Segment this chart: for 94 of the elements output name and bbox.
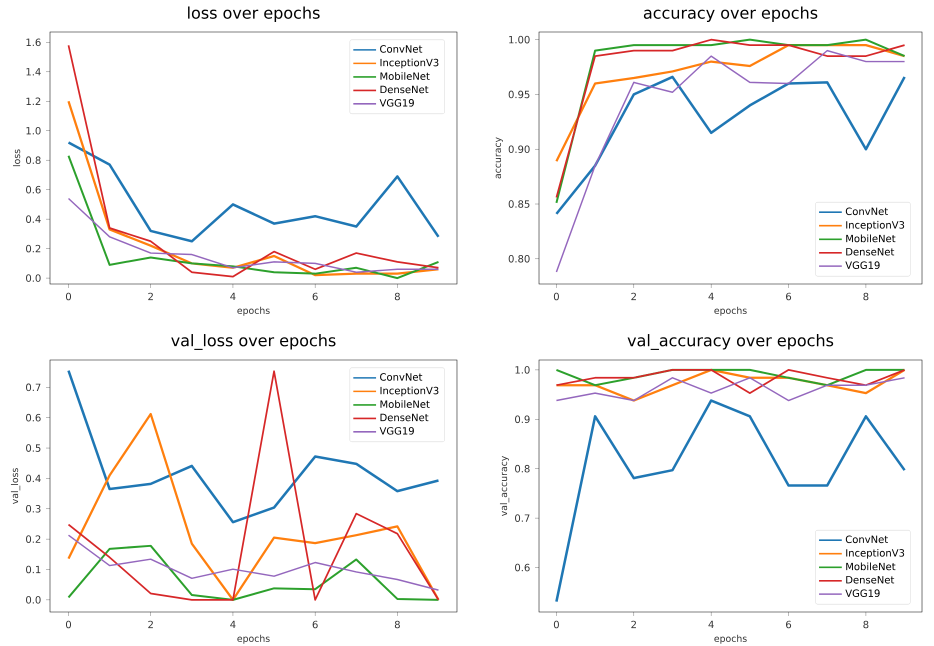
y-tick-label: 0.7 xyxy=(26,384,40,392)
x-tick-label: 4 xyxy=(708,292,714,300)
y-axis-title: val_accuracy xyxy=(500,456,510,516)
legend-label: DenseNet xyxy=(380,414,428,422)
x-tick-label: 2 xyxy=(631,620,636,628)
x-tick-label: 6 xyxy=(312,292,318,300)
x-tick-label: 8 xyxy=(863,292,868,300)
y-tick-label: 1.4 xyxy=(26,68,41,76)
y-tick-label: 0.0 xyxy=(26,274,41,282)
x-tick-label: 0 xyxy=(66,620,72,628)
x-tick-label: 6 xyxy=(312,620,318,628)
line-series xyxy=(68,44,440,278)
line-series xyxy=(67,369,440,524)
legend-label: ConvNet xyxy=(380,373,422,381)
y-tick-label: 0.3 xyxy=(26,504,40,513)
legend-label: DenseNet xyxy=(380,86,428,94)
x-tick-label: 6 xyxy=(786,292,792,300)
y-tick-label: 0.2 xyxy=(26,535,40,543)
y-tick-label: 1.00 xyxy=(509,36,530,44)
x-axis-title: epochs xyxy=(714,306,747,316)
legend-label: InceptionV3 xyxy=(380,386,438,396)
x-tick-label: 8 xyxy=(394,292,400,300)
y-tick-label: 0.4 xyxy=(26,215,41,223)
line-series xyxy=(556,369,906,394)
x-tick-label: 0 xyxy=(554,292,559,300)
y-axis-title: loss xyxy=(13,149,20,166)
x-tick-label: 4 xyxy=(230,292,236,300)
x-axis-title: epochs xyxy=(237,634,270,644)
y-tick-label: 1.6 xyxy=(26,38,41,46)
line-series xyxy=(67,141,440,243)
y-tick-label: 0.8 xyxy=(26,156,41,164)
y-tick-label: 0.8 xyxy=(515,464,530,472)
line-series xyxy=(67,100,440,276)
y-tick-label: 0.5 xyxy=(26,444,40,452)
legend-label: InceptionV3 xyxy=(846,548,904,559)
x-axis-title: epochs xyxy=(714,634,747,644)
legend-label: DenseNet xyxy=(846,576,894,584)
y-axis-title: accuracy xyxy=(496,137,503,178)
x-tick-label: 4 xyxy=(230,620,236,628)
y-tick-label: 0.6 xyxy=(26,186,41,194)
y-tick-label: 0.1 xyxy=(26,566,40,574)
line-series xyxy=(68,198,440,273)
x-tick-label: 2 xyxy=(148,620,153,628)
y-tick-label: 0.9 xyxy=(515,416,530,424)
line-series xyxy=(67,412,440,601)
legend-label: MobileNet xyxy=(380,72,430,80)
y-tick-label: 0.85 xyxy=(508,200,530,208)
x-tick-label: 0 xyxy=(66,292,72,300)
legend-label: ConvNet xyxy=(846,536,888,544)
legend-label: MobileNet xyxy=(846,562,896,570)
x-tick-label: 8 xyxy=(394,620,400,628)
legend-label: VGG19 xyxy=(845,261,880,269)
legend-label: MobileNet xyxy=(380,400,430,408)
legend-label: MobileNet xyxy=(846,234,896,242)
legend-label: ConvNet xyxy=(846,208,888,216)
line-series xyxy=(555,76,906,216)
line-series xyxy=(555,399,906,603)
y-tick-label: 0.6 xyxy=(515,564,530,572)
y-tick-label: 1.0 xyxy=(26,126,41,135)
chart-title: accuracy over epochs xyxy=(644,6,818,22)
y-tick-label: 1.2 xyxy=(26,98,40,105)
legend-label: VGG19 xyxy=(380,427,414,435)
x-tick-label: 6 xyxy=(786,620,792,628)
line-series xyxy=(68,154,440,280)
legend-label: InceptionV3 xyxy=(846,220,904,231)
legend-label: DenseNet xyxy=(846,248,894,256)
x-tick-label: 4 xyxy=(708,620,714,628)
x-tick-label: 2 xyxy=(148,292,153,300)
x-tick-label: 2 xyxy=(631,292,636,300)
y-tick-label: 0.80 xyxy=(508,255,530,263)
legend-label: VGG19 xyxy=(380,99,414,107)
y-axis-title: val_loss xyxy=(10,468,20,504)
legend-label: ConvNet xyxy=(380,45,422,53)
y-tick-label: 0.90 xyxy=(508,145,530,154)
y-tick-label: 0.0 xyxy=(26,596,41,604)
y-tick-label: 0.7 xyxy=(515,514,530,522)
legend-label: InceptionV3 xyxy=(380,58,438,68)
line-series xyxy=(68,534,440,591)
line-series xyxy=(68,544,440,601)
line-series xyxy=(556,50,906,273)
x-tick-label: 8 xyxy=(863,620,868,628)
line-series xyxy=(556,377,906,402)
x-axis-title: epochs xyxy=(237,306,270,316)
line-series xyxy=(68,370,440,601)
chart-title: loss over epochs xyxy=(188,6,320,22)
y-tick-label: 1.0 xyxy=(516,366,530,374)
x-tick-label: 0 xyxy=(554,620,559,628)
y-tick-label: 0.6 xyxy=(26,414,41,422)
chart-title: val_accuracy over epochs xyxy=(628,334,834,350)
chart-title: val_loss over epochs xyxy=(171,334,336,350)
y-tick-label: 0.95 xyxy=(508,90,530,98)
y-tick-label: 0.2 xyxy=(26,244,40,252)
y-tick-label: 0.4 xyxy=(26,474,41,482)
legend-label: VGG19 xyxy=(845,589,880,597)
